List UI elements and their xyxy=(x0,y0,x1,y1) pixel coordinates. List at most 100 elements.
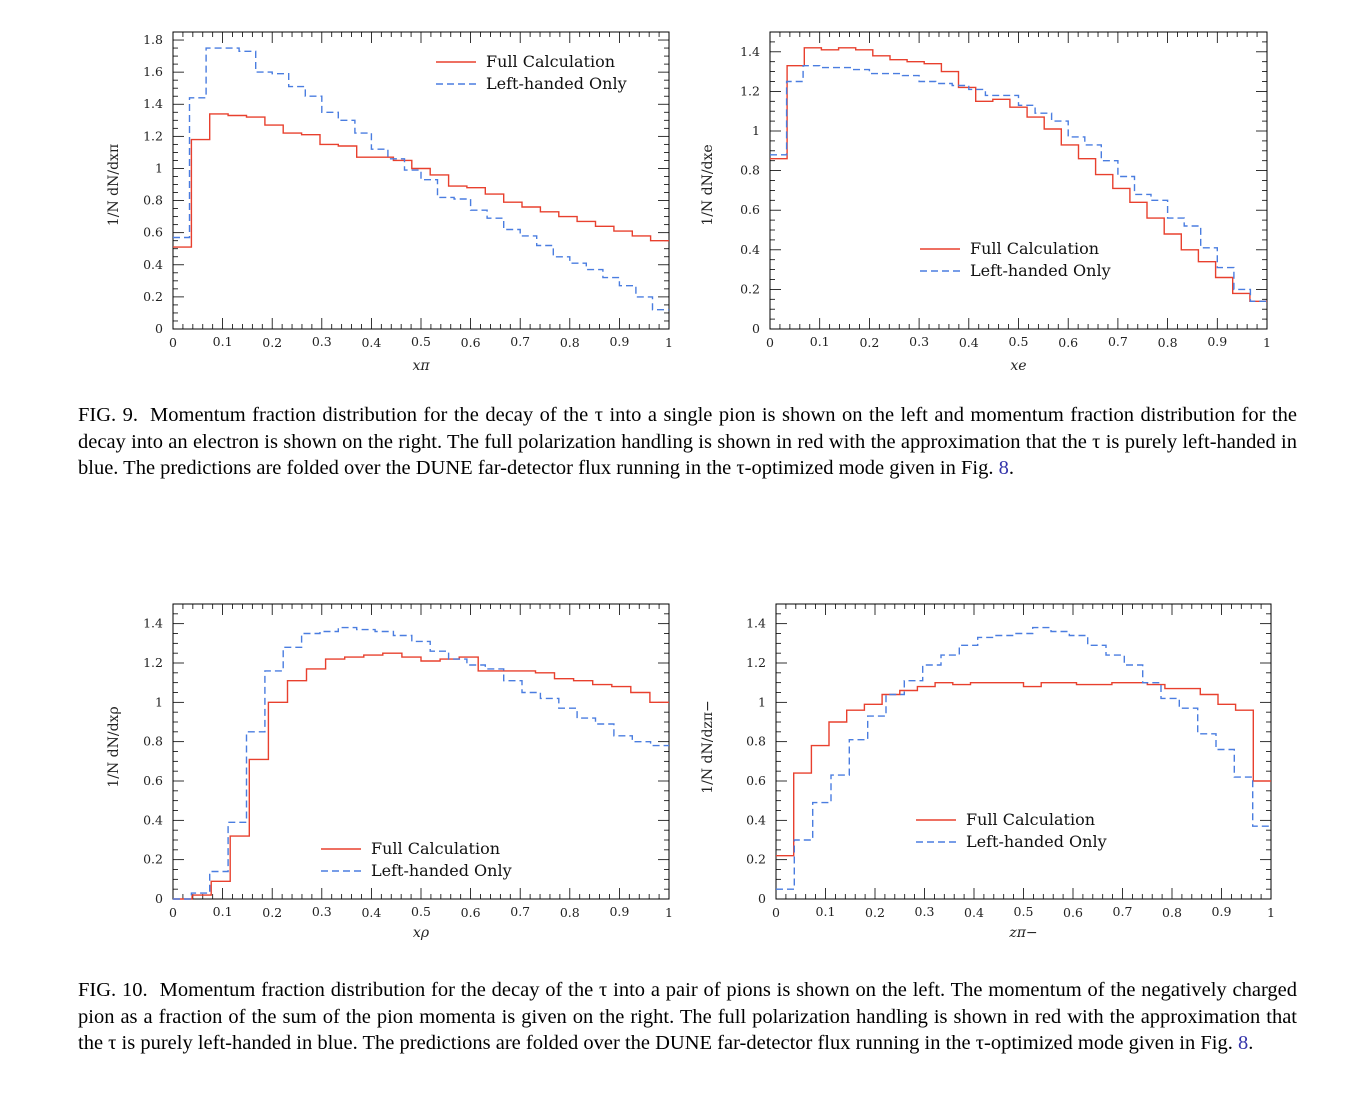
figure-10-caption-end: . xyxy=(1248,1032,1254,1054)
figure-8-reference-link[interactable]: 8 xyxy=(998,457,1009,479)
chart-pion-momentum-fraction: 0 0.1 0.2 0.3 0.4 0.5 0.6 0.7 0.8 0.9 1 0 0.2 0.4 0.6 0… xyxy=(0,0,680,385)
figure-9-caption-end: . xyxy=(1008,457,1014,479)
series-full-calculation xyxy=(173,652,669,900)
x-tick-label: 0.4 xyxy=(959,335,979,350)
x-tick-label: 0.1 xyxy=(810,334,830,349)
figure-9-text: Momentum fraction distribution for the d… xyxy=(78,404,1297,479)
x-tick-label: 1 xyxy=(665,335,673,350)
plot-frame xyxy=(769,31,1268,330)
x-tick-label: 0.4 xyxy=(361,335,381,350)
y-tick-label: 1.2 xyxy=(746,655,766,670)
x-tick-label: 0.5 xyxy=(411,334,431,349)
figure-9-caption: FIG. 9. Momentum fraction distribution fo… xyxy=(78,402,1297,482)
x-tick-label: 0.4 xyxy=(964,905,984,920)
y-axis-label: 1/N dN/dzπ− xyxy=(700,700,716,794)
y-tick-label: 0.2 xyxy=(740,281,760,296)
plot-frame xyxy=(775,603,1272,900)
x-tick-label: 0.6 xyxy=(461,335,481,350)
y-tick-label: 1.4 xyxy=(143,616,163,631)
x-tick-label: 0 xyxy=(169,335,177,350)
x-tick-label: 0 xyxy=(169,905,177,920)
legend-label: Full Calculation xyxy=(486,52,615,71)
figure-10-text: Momentum fraction distribution for the d… xyxy=(78,979,1297,1054)
y-tick-label: 0.6 xyxy=(143,225,163,240)
series-full-calculation xyxy=(776,682,1271,857)
y-tick-label: 0.8 xyxy=(740,163,760,178)
x-tick-label: 0.3 xyxy=(312,334,332,349)
y-tick-label: 0 xyxy=(155,321,163,336)
x-tick-label: 0.2 xyxy=(262,905,282,920)
legend-label: Left-handed Only xyxy=(970,261,1111,280)
y-tick-label: 1.2 xyxy=(143,655,163,670)
x-tick-label: 0.8 xyxy=(560,335,580,350)
series-full-calculation xyxy=(770,47,1267,302)
y-tick-label: 0.2 xyxy=(143,289,163,304)
y-tick-label: 0.6 xyxy=(740,202,760,217)
legend-label: Full Calculation xyxy=(966,810,1095,829)
y-tick-label: 0.4 xyxy=(746,812,766,827)
y-tick-label: 1.8 xyxy=(143,32,163,47)
figure-10-caption: FIG. 10. Momentum fraction distribution f… xyxy=(78,977,1297,1057)
legend-label: Left-handed Only xyxy=(966,832,1107,851)
legend-label: Full Calculation xyxy=(970,239,1099,258)
x-axis-label: zπ− xyxy=(1008,925,1037,941)
y-tick-label: 0.2 xyxy=(746,852,766,867)
x-tick-label: 0.8 xyxy=(1158,335,1178,350)
y-tick-label: 1.6 xyxy=(143,64,163,79)
x-tick-label: 1 xyxy=(665,905,673,920)
x-tick-label: 0.1 xyxy=(816,904,836,919)
series-left-handed-only xyxy=(173,626,669,900)
x-tick-label: 0.5 xyxy=(1014,904,1034,919)
y-tick-label: 0 xyxy=(758,891,766,906)
y-tick-label: 1.2 xyxy=(740,83,760,98)
y-tick-label: 0.8 xyxy=(143,734,163,749)
y-tick-label: 0 xyxy=(752,321,760,336)
x-tick-label: 0.3 xyxy=(312,904,332,919)
chart-electron-momentum-fraction: 0 0.1 0.2 0.3 0.4 0.5 0.6 0.7 0.8 0.9 1 0 0.2 0.4 0.6 0… xyxy=(690,0,1290,385)
x-tick-label: 0.6 xyxy=(461,905,481,920)
x-tick-label: 0.1 xyxy=(213,334,233,349)
y-tick-label: 0.8 xyxy=(746,734,766,749)
y-tick-label: 1 xyxy=(758,694,766,709)
x-tick-label: 0.1 xyxy=(213,904,233,919)
y-tick-label: 1.4 xyxy=(143,96,163,111)
x-tick-label: 0.9 xyxy=(1207,334,1227,349)
figure-9-label: FIG. 9. xyxy=(78,404,139,426)
y-tick-label: 0.4 xyxy=(143,257,163,272)
x-axis-label: xρ xyxy=(413,925,430,941)
chart-negative-pion-fraction: 0 0.1 0.2 0.3 0.4 0.5 0.6 0.7 0.8 0.9 1 0 0.2 0.4 0.6 0… xyxy=(690,575,1290,960)
x-tick-label: 0.6 xyxy=(1063,905,1083,920)
legend-label: Left-handed Only xyxy=(486,74,627,93)
x-tick-label: 0.9 xyxy=(609,334,629,349)
x-tick-label: 0.5 xyxy=(1009,334,1029,349)
x-tick-label: 0.7 xyxy=(510,334,530,349)
x-tick-label: 0 xyxy=(766,335,774,350)
y-axis-label: 1/N dN/dxρ xyxy=(106,706,122,787)
legend-label: Full Calculation xyxy=(371,839,500,858)
y-tick-label: 0.8 xyxy=(143,193,163,208)
y-axis-label: 1/N dN/dxe xyxy=(700,144,716,225)
y-tick-label: 1 xyxy=(752,123,760,138)
x-tick-label: 0.2 xyxy=(865,905,885,920)
x-tick-label: 0.3 xyxy=(915,904,935,919)
figure-8-reference-link-2[interactable]: 8 xyxy=(1237,1032,1249,1054)
x-tick-label: 1 xyxy=(1267,905,1275,920)
x-axis-label: xe xyxy=(1010,358,1026,374)
x-tick-label: 0.4 xyxy=(361,905,381,920)
series-left-handed-only xyxy=(776,626,1271,890)
x-tick-label: 0 xyxy=(772,905,780,920)
series-left-handed-only xyxy=(173,47,669,311)
x-tick-label: 0.2 xyxy=(262,335,282,350)
y-tick-label: 0.6 xyxy=(746,773,766,788)
x-tick-label: 0.7 xyxy=(1113,904,1133,919)
y-tick-label: 1.4 xyxy=(740,44,760,59)
series-left-handed-only xyxy=(770,65,1267,302)
x-tick-label: 0.8 xyxy=(560,905,580,920)
figure-10-label: FIG. 10. xyxy=(78,979,148,1001)
x-tick-label: 0.2 xyxy=(859,335,879,350)
y-tick-label: 0.4 xyxy=(740,242,760,257)
legend-label: Left-handed Only xyxy=(371,861,512,880)
series-full-calculation xyxy=(173,113,669,248)
x-tick-label: 0.3 xyxy=(909,334,929,349)
y-axis-label: 1/N dN/dxπ xyxy=(106,144,122,226)
